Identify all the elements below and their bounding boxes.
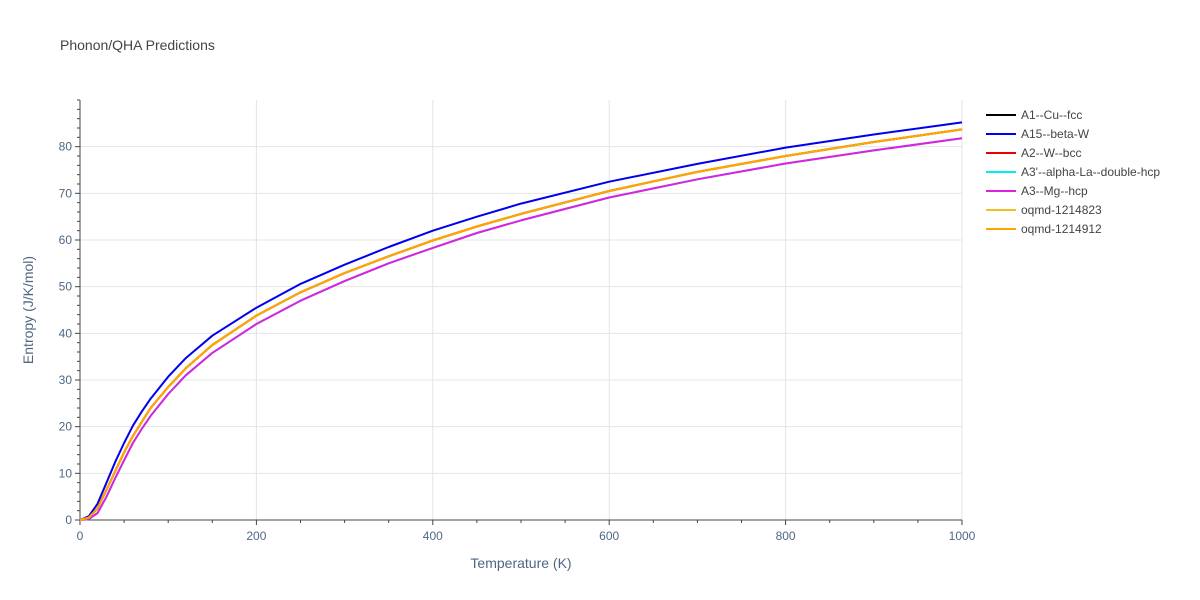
- x-tick-label: 400: [423, 529, 443, 543]
- legend: A1--Cu--fcc A15--beta-W A2--W--bcc A3'--alp…: [986, 108, 1160, 236]
- y-tick-label: 30: [59, 373, 73, 387]
- legend-label-2: A2--W--bcc: [1021, 146, 1081, 160]
- legend-label-5: oqmd-1214823: [1021, 203, 1102, 217]
- chart-title: Phonon/QHA Predictions: [60, 37, 215, 53]
- series-line-4: [79, 137, 963, 521]
- x-tick-label: 1000: [949, 529, 976, 543]
- legend-label-3: A3'--alpha-La--double-hcp: [1021, 165, 1160, 179]
- series-line-5: [79, 128, 963, 521]
- series-line-2: [79, 128, 963, 521]
- x-tick-label: 200: [246, 529, 266, 543]
- y-tick-label: 50: [59, 280, 73, 294]
- y-tick-label: 20: [59, 420, 73, 434]
- x-tick-label: 0: [77, 529, 84, 543]
- y-tick-label: 0: [65, 513, 72, 527]
- series-line-0: [79, 128, 963, 521]
- x-axis-title: Temperature (K): [470, 555, 571, 571]
- y-tick-label: 80: [59, 140, 73, 154]
- axes: [75, 99, 963, 525]
- x-tick-label: 800: [776, 529, 796, 543]
- legend-label-1: A15--beta-W: [1021, 127, 1090, 141]
- y-tick-label: 70: [59, 186, 73, 200]
- legend-label-0: A1--Cu--fcc: [1021, 108, 1082, 122]
- tick-labels: 0 200 400 600 800 1000 0 10 20 30 40 50 60 70 80: [59, 140, 976, 543]
- y-tick-label: 40: [59, 326, 73, 340]
- grid-lines: [80, 100, 963, 520]
- legend-label-4: A3--Mg--hcp: [1021, 184, 1088, 198]
- series-line-3: [79, 137, 963, 521]
- series-line-1: [79, 121, 963, 521]
- plot-area: [79, 121, 963, 521]
- y-tick-label: 10: [59, 466, 73, 480]
- x-tick-label: 600: [599, 529, 619, 543]
- series-line-6: [79, 128, 963, 521]
- y-axis-title: Entropy (J/K/mol): [20, 256, 36, 364]
- y-tick-label: 60: [59, 233, 73, 247]
- legend-label-6: oqmd-1214912: [1021, 222, 1102, 236]
